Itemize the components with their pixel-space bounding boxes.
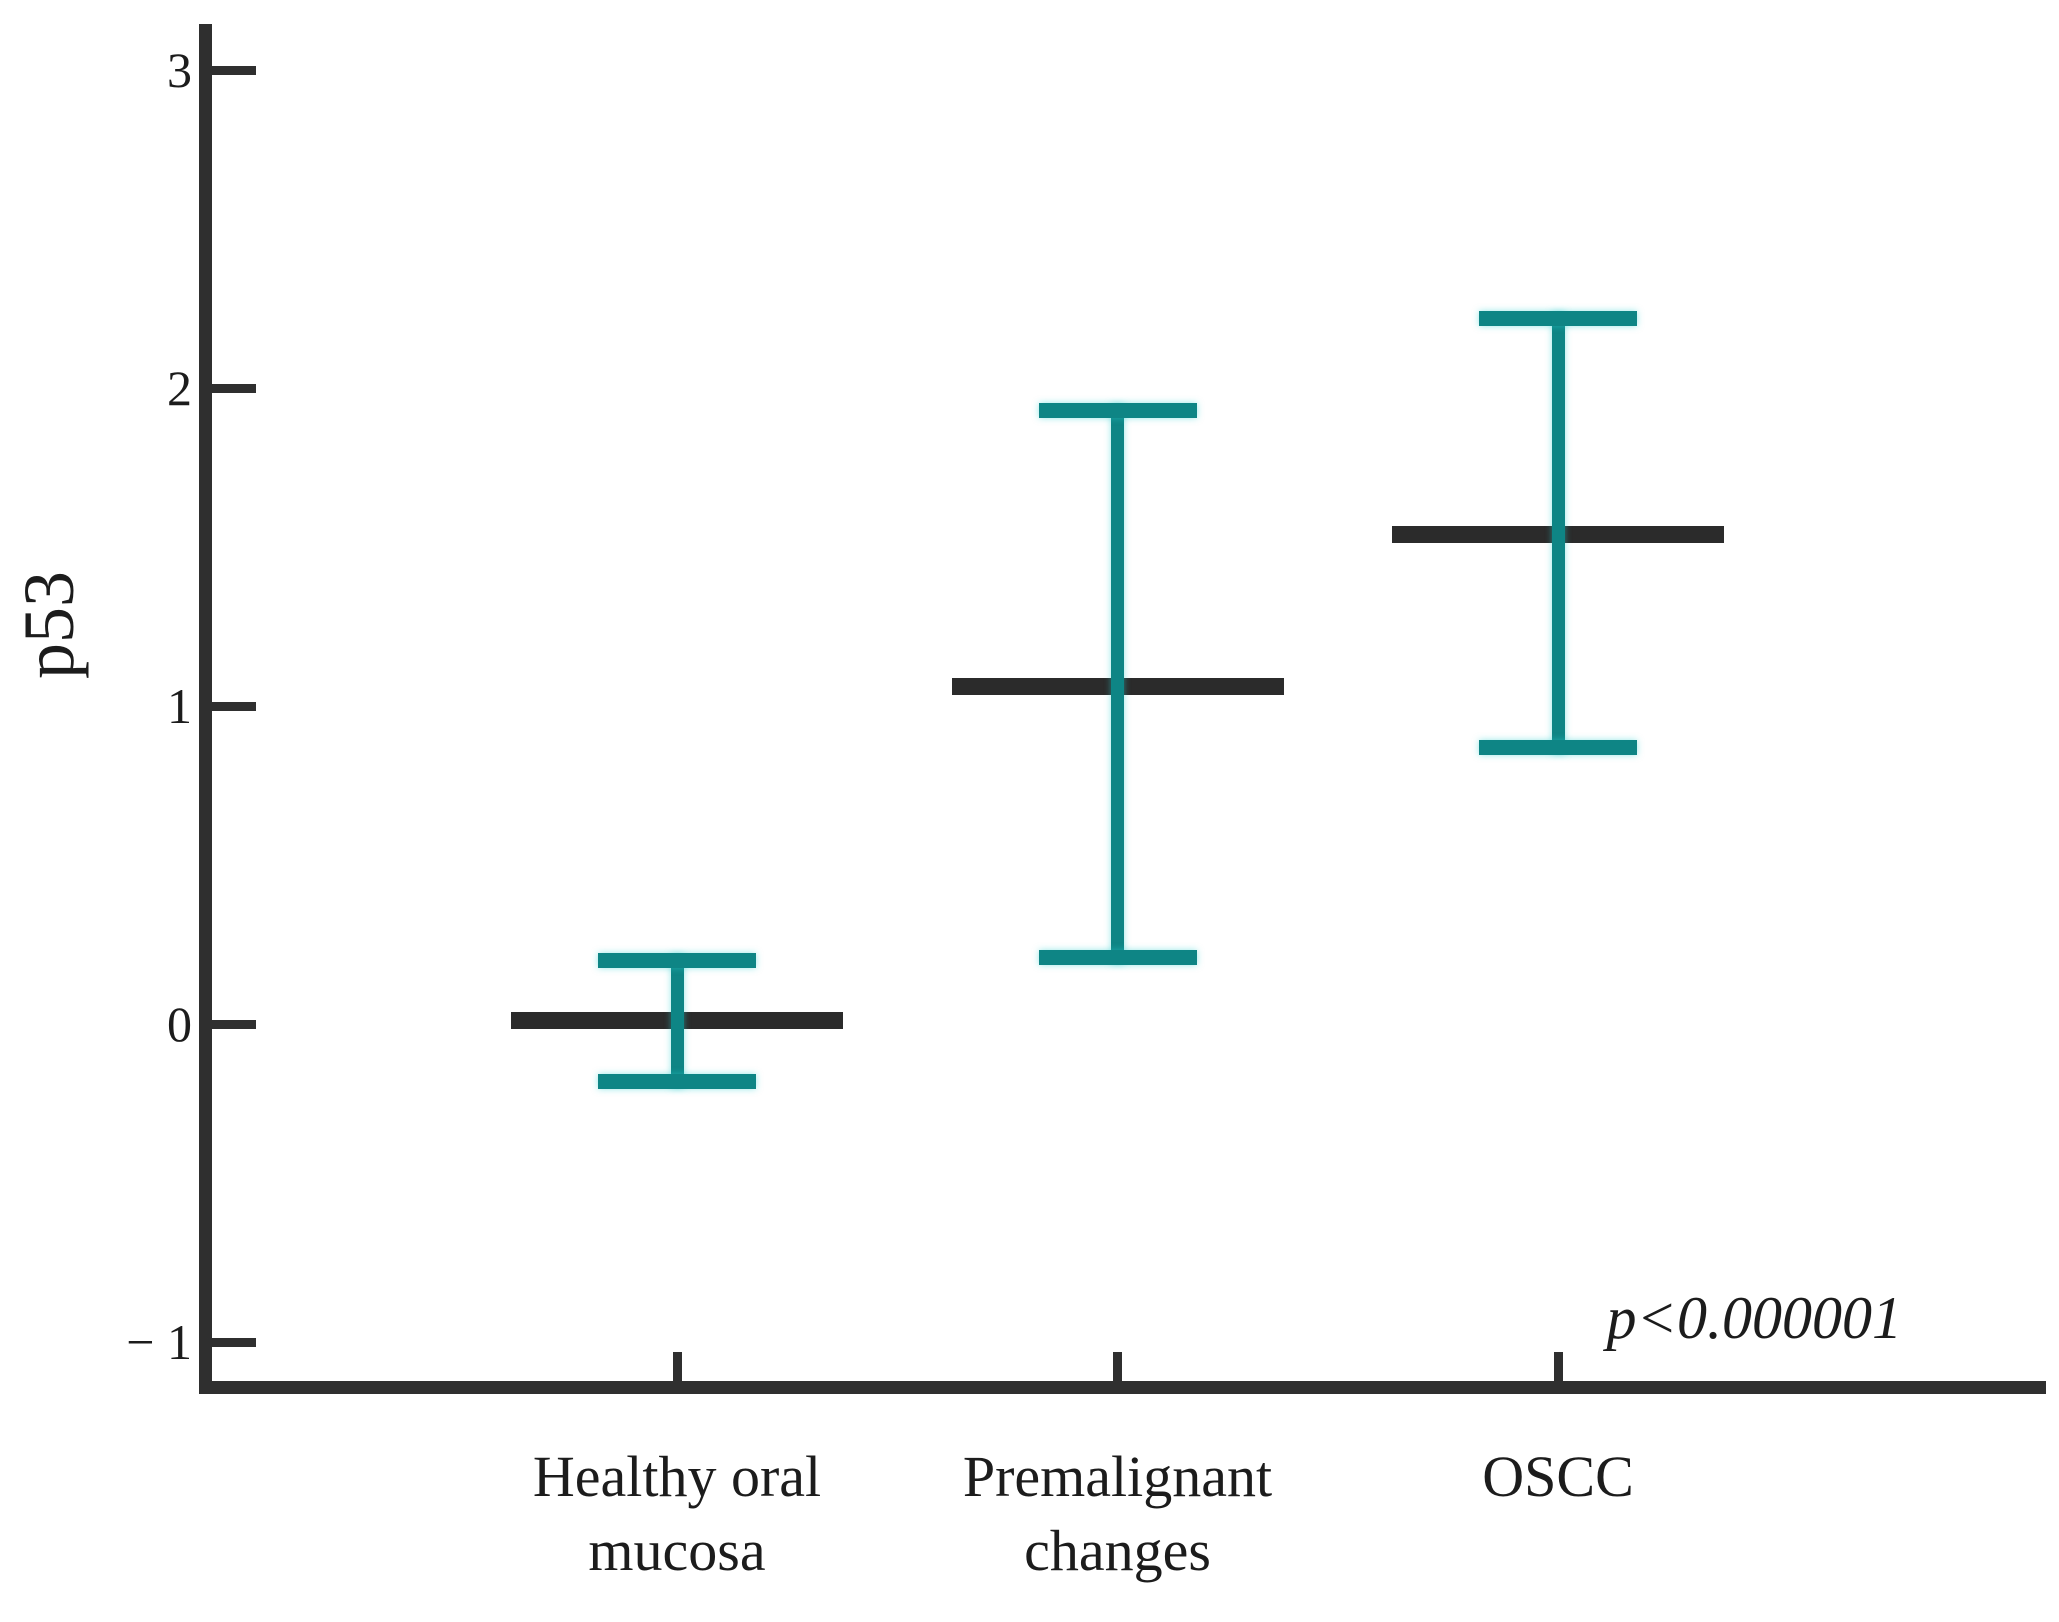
error-bar-upper-cap (598, 952, 756, 968)
error-bar-vertical (670, 953, 684, 1088)
category-label-line: Healthy oral (532, 1444, 822, 1509)
x-tick-mark (1553, 1352, 1563, 1381)
category-label: Healthy oral mucosa (377, 1440, 977, 1588)
error-bar-lower-cap (1038, 949, 1197, 965)
error-bar-upper-cap (1038, 402, 1197, 418)
error-bar-upper-cap (1479, 310, 1637, 326)
y-tick-label: 2 (167, 360, 192, 416)
y-axis-line (199, 24, 212, 1393)
category-label: Premalignant changes (818, 1440, 1418, 1588)
x-tick-mark (1113, 1352, 1122, 1381)
y-tick-mark (206, 1338, 256, 1347)
y-tick-label: 1 (167, 678, 192, 734)
y-tick-label: 3 (167, 42, 192, 98)
category-label-line: Premalignant (962, 1444, 1273, 1509)
category-label-line: OSCC (1482, 1444, 1634, 1509)
category-label: OSCC (1258, 1440, 1858, 1514)
y-tick-mark (206, 702, 256, 711)
category-label-line: mucosa (588, 1518, 766, 1583)
p-value-annotation: p<0.000001 (1606, 1285, 1903, 1351)
y-tick-label: − 1 (126, 1314, 192, 1370)
category-label-line: changes (1024, 1518, 1211, 1583)
error-bar-vertical (1111, 403, 1124, 964)
error-bar-lower-cap (598, 1073, 756, 1089)
y-tick-mark (206, 1020, 256, 1029)
x-axis-line (199, 1381, 2046, 1394)
error-bar-lower-cap (1479, 739, 1637, 755)
y-tick-mark (206, 66, 256, 75)
x-tick-mark (672, 1352, 682, 1381)
error-bar-vertical (1551, 311, 1565, 754)
y-tick-mark (206, 384, 256, 393)
y-tick-label: 0 (167, 996, 192, 1052)
